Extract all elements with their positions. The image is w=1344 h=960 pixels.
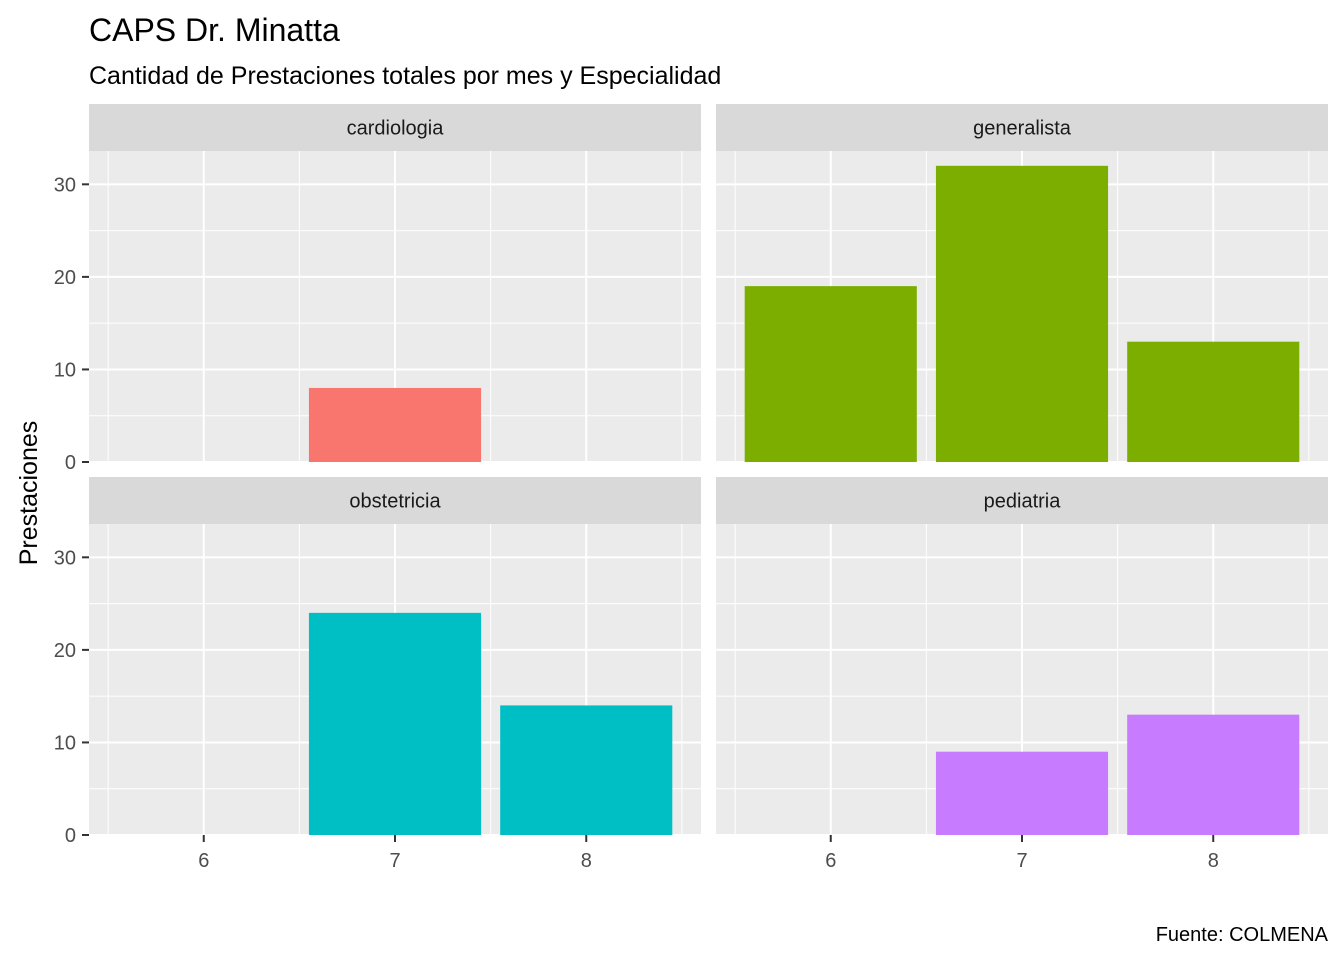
x-tick-label: 8 <box>581 850 592 872</box>
bar-pediatria-8 <box>1127 714 1300 835</box>
facet-panel-cardiologia: cardiologia 0 10 20 30 <box>54 104 701 474</box>
facet-panels: cardiologia 0 10 20 30 generalista obstetricia… <box>54 104 1328 872</box>
facet-strip <box>716 477 1328 524</box>
bar-cardiologia-7 <box>308 387 482 462</box>
y-tick-label: 20 <box>54 640 76 662</box>
facet-strip <box>89 477 701 524</box>
facet-strip-label: obstetricia <box>349 491 441 513</box>
bar-obstetricia-7 <box>308 612 482 835</box>
facet-strip <box>89 104 701 151</box>
bar-obstetricia-8 <box>500 705 673 835</box>
bar-generalista-8 <box>1127 341 1300 462</box>
y-tick-label: 30 <box>54 174 76 196</box>
facet-panel-obstetricia: obstetricia 0 10 20 30 6 7 8 <box>54 477 701 872</box>
chart-caption: Fuente: COLMENA <box>1156 924 1329 946</box>
x-tick-label: 8 <box>1208 850 1219 872</box>
x-tick-label: 7 <box>389 850 400 872</box>
bar-generalista-7 <box>935 165 1109 463</box>
facet-panel-generalista: generalista <box>716 104 1328 463</box>
bar-generalista-6 <box>744 286 917 462</box>
facet-strip-label: cardiologia <box>347 118 445 140</box>
bar-pediatria-7 <box>935 751 1109 835</box>
facet-strip-label: pediatria <box>984 491 1062 513</box>
chart-title: CAPS Dr. Minatta <box>89 12 340 48</box>
y-tick-label: 10 <box>54 359 76 381</box>
y-tick-label: 20 <box>54 267 76 289</box>
y-axis-title: Prestaciones <box>15 421 43 566</box>
y-tick-label: 10 <box>54 732 76 754</box>
y-tick-label: 0 <box>65 452 76 474</box>
x-tick-label: 6 <box>825 850 836 872</box>
y-tick-label: 0 <box>65 825 76 847</box>
facet-panel-pediatria: pediatria 6 7 8 <box>716 477 1328 872</box>
facet-strip-label: generalista <box>973 118 1072 140</box>
x-tick-label: 7 <box>1016 850 1027 872</box>
chart-subtitle: Cantidad de Prestaciones totales por mes… <box>89 62 721 90</box>
x-tick-label: 6 <box>198 850 209 872</box>
facet-strip <box>716 104 1328 151</box>
y-tick-label: 30 <box>54 547 76 569</box>
